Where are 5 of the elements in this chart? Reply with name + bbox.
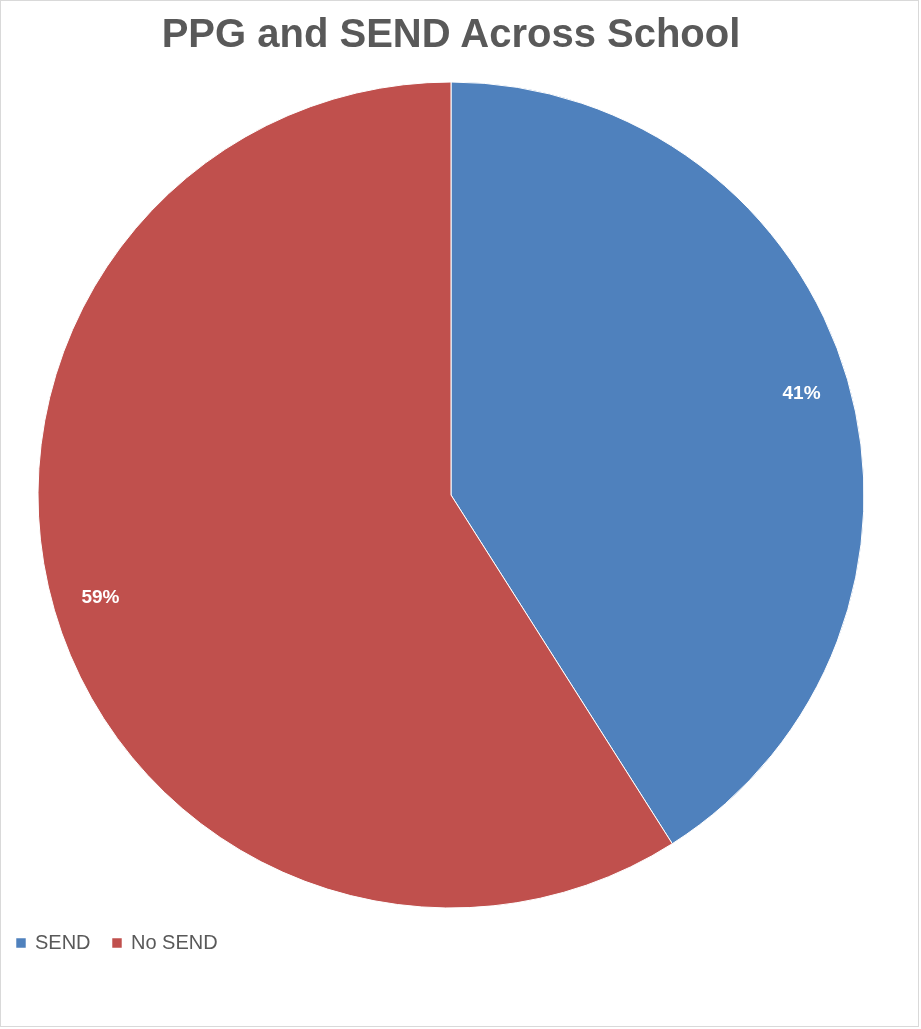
data-label: 59% (81, 585, 120, 607)
legend-label: No SEND (131, 931, 218, 953)
data-label: 41% (782, 382, 821, 404)
chart-title: PPG and SEND Across School (161, 11, 741, 55)
legend-label: SEND (35, 931, 91, 953)
